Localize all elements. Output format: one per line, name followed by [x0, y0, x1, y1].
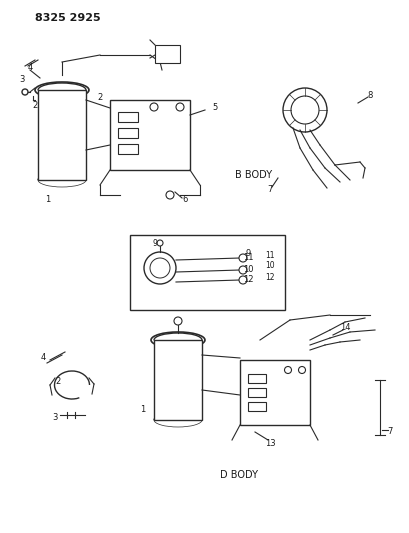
Text: 3: 3 — [52, 414, 58, 423]
Bar — [155, 45, 180, 63]
Text: 7: 7 — [387, 427, 392, 437]
Text: 8325 2925: 8325 2925 — [35, 13, 100, 23]
Text: 13: 13 — [264, 439, 274, 448]
Text: B BODY: B BODY — [234, 170, 272, 180]
Circle shape — [166, 191, 173, 199]
Text: 2: 2 — [97, 93, 102, 102]
Circle shape — [173, 317, 182, 325]
Circle shape — [298, 367, 305, 374]
Circle shape — [144, 252, 175, 284]
Bar — [110, 100, 189, 170]
Text: 1: 1 — [140, 406, 145, 415]
Text: 4: 4 — [40, 353, 45, 362]
Bar — [130, 235, 284, 310]
Bar — [247, 402, 265, 411]
Text: 10: 10 — [242, 265, 253, 274]
Bar — [247, 374, 265, 383]
Circle shape — [150, 258, 170, 278]
Text: 10: 10 — [265, 261, 274, 270]
Bar — [38, 90, 86, 180]
Text: 14: 14 — [339, 324, 349, 333]
Text: 7: 7 — [267, 185, 272, 195]
Text: 2: 2 — [32, 101, 38, 109]
Bar — [118, 128, 138, 138]
Circle shape — [22, 89, 28, 95]
Circle shape — [238, 266, 246, 274]
Text: 1: 1 — [45, 196, 50, 205]
Text: 9: 9 — [245, 248, 250, 257]
Bar — [154, 340, 202, 420]
Text: 5: 5 — [212, 103, 217, 112]
Text: 4: 4 — [27, 63, 33, 72]
Circle shape — [282, 88, 326, 132]
Circle shape — [238, 254, 246, 262]
Circle shape — [150, 103, 157, 111]
Text: 3: 3 — [19, 76, 25, 85]
Text: 11: 11 — [242, 254, 253, 262]
Circle shape — [157, 240, 163, 246]
Circle shape — [175, 103, 184, 111]
Text: 12: 12 — [265, 272, 274, 281]
Text: 12: 12 — [242, 276, 253, 285]
Bar — [239, 360, 309, 425]
Bar — [118, 112, 138, 122]
Text: 6: 6 — [182, 196, 187, 205]
Circle shape — [284, 367, 291, 374]
Bar — [247, 388, 265, 397]
Text: 2: 2 — [55, 377, 61, 386]
Text: 11: 11 — [265, 251, 274, 260]
Circle shape — [238, 276, 246, 284]
Bar — [118, 144, 138, 154]
Text: 9: 9 — [152, 238, 157, 247]
Text: D BODY: D BODY — [220, 470, 257, 480]
Text: 8: 8 — [366, 91, 372, 100]
Circle shape — [290, 96, 318, 124]
